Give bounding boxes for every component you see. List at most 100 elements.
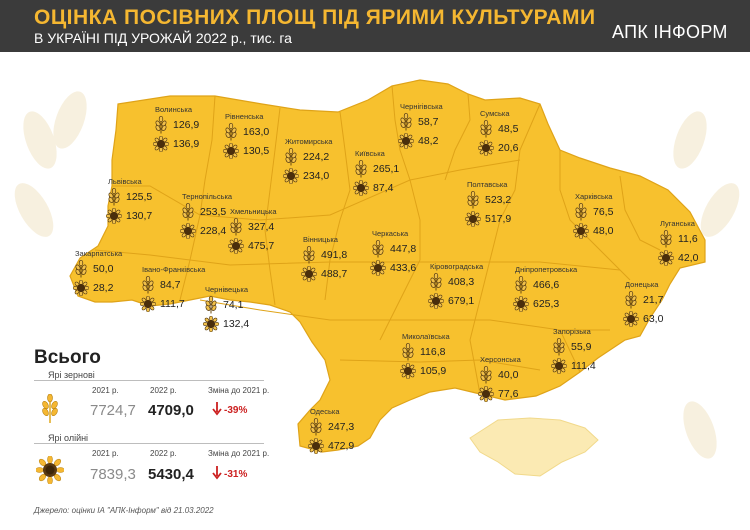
grain-value: 523,2 xyxy=(485,194,512,206)
grain-value: 224,2 xyxy=(303,151,330,163)
region-name: Закарпатська xyxy=(75,249,123,258)
sunflower-icon xyxy=(399,362,417,384)
grain-value: 163,0 xyxy=(243,126,270,138)
oil-value: 234,0 xyxy=(303,170,330,182)
grain-value: 74,1 xyxy=(223,299,244,311)
sunflower-icon xyxy=(179,222,197,244)
oil-value: 433,6 xyxy=(390,262,417,274)
sunflower-icon xyxy=(105,207,123,229)
sunflower-icon xyxy=(307,437,325,459)
wheat-icon xyxy=(303,245,315,269)
oil-value: 48,2 xyxy=(418,135,439,147)
grain-value: 491,8 xyxy=(321,249,348,261)
grain-value: 466,6 xyxy=(533,279,560,291)
region-name: Херсонська xyxy=(480,355,521,364)
wheat-icon xyxy=(372,239,384,263)
wheat-icon xyxy=(402,342,414,366)
grain-2022-value: 4709,0 xyxy=(148,402,194,419)
region-name: Донецька xyxy=(625,280,659,289)
grain-value: 126,9 xyxy=(173,119,200,131)
wheat-icon xyxy=(480,119,492,143)
oil-value: 625,3 xyxy=(533,298,560,310)
oil-value: 679,1 xyxy=(448,295,475,307)
grain-2021-value: 7724,7 xyxy=(90,402,136,419)
wheat-icon xyxy=(230,217,242,241)
wheat-icon xyxy=(467,190,479,214)
wheat-icon xyxy=(285,147,297,171)
oil-value: 87,4 xyxy=(373,182,394,194)
oil-value: 228,4 xyxy=(200,225,227,237)
oil-value: 130,7 xyxy=(126,210,153,222)
oil-2022-value: 5430,4 xyxy=(148,466,194,483)
sunflower-icon xyxy=(227,237,245,259)
arrow-down-icon xyxy=(212,466,222,480)
region-name: Полтавська xyxy=(467,180,508,189)
grain-2021-header: 2021 р. xyxy=(92,386,119,395)
region-name: Чернігівська xyxy=(400,102,443,111)
region-name: Черкаська xyxy=(372,229,409,238)
oil-value: 475,7 xyxy=(248,240,275,252)
wheat-icon xyxy=(310,417,322,441)
wheat-icon xyxy=(108,187,120,211)
oil-value: 111,4 xyxy=(571,360,596,372)
grain-value: 50,0 xyxy=(93,263,114,275)
wheat-icon xyxy=(400,112,412,136)
wheat-icon xyxy=(575,202,587,226)
sunflower-icon xyxy=(352,179,370,201)
arrow-down-icon xyxy=(212,402,222,416)
grain-value: 76,5 xyxy=(593,206,614,218)
oil-change-header: Зміна до 2021 р. xyxy=(208,449,270,458)
wheat-icon xyxy=(430,272,442,296)
region-name: Київська xyxy=(355,149,385,158)
oil-divider xyxy=(34,443,264,444)
grain-value: 21,7 xyxy=(643,294,664,306)
grain-value: 447,8 xyxy=(390,243,417,255)
oil-value: 20,6 xyxy=(498,142,519,154)
grain-value: 116,8 xyxy=(420,346,446,358)
region-name: Івано-Франківська xyxy=(142,265,206,274)
grain-value: 247,3 xyxy=(328,421,355,433)
sunflower-icon xyxy=(427,292,445,314)
region-name: Хмельницька xyxy=(230,207,277,216)
oil-value: 63,0 xyxy=(643,313,664,325)
sunflower-icon xyxy=(202,315,220,337)
oil-value: 48,0 xyxy=(593,225,614,237)
wheat-icon xyxy=(515,275,527,299)
region-name: Одеська xyxy=(310,407,340,416)
oil-value: 517,9 xyxy=(485,213,512,225)
grain-value: 11,6 xyxy=(678,233,698,245)
region-name: Кіровоградська xyxy=(430,262,484,271)
wheat-icon xyxy=(142,275,154,299)
page-subtitle: В УКРАЇНІ ПІД УРОЖАЙ 2022 р., тис. га xyxy=(34,30,292,46)
region-name: Рівненська xyxy=(225,112,264,121)
oil-value: 77,6 xyxy=(498,388,519,400)
wheat-icon xyxy=(355,159,367,183)
header-bar xyxy=(0,0,750,52)
sunflower-icon xyxy=(477,139,495,161)
sunflower-icon xyxy=(72,279,90,301)
oil-value: 105,9 xyxy=(420,365,447,377)
sunflower-icon xyxy=(282,167,300,189)
wheat-icon xyxy=(553,337,565,361)
oil-value: 42,0 xyxy=(678,252,699,264)
grain-divider xyxy=(34,380,264,381)
region-name: Сумська xyxy=(480,109,510,118)
crimea-shape xyxy=(469,417,599,477)
region-name: Луганська xyxy=(660,219,695,228)
grain-value: 125,5 xyxy=(126,191,153,203)
oil-value: 472,9 xyxy=(328,440,355,452)
region-name: Волинська xyxy=(155,105,192,114)
grain-2022-header: 2022 р. xyxy=(150,386,177,395)
sunflower-icon xyxy=(152,135,170,157)
sunflower-icon xyxy=(572,222,590,244)
oil-change-value: -31% xyxy=(224,469,248,480)
oil-2022-header: 2022 р. xyxy=(150,449,177,458)
sunflower-icon xyxy=(139,295,157,317)
oil-value: 111,7 xyxy=(160,298,185,310)
sunflower-icon xyxy=(657,249,675,271)
oil-value: 132,4 xyxy=(223,318,250,330)
grain-value: 265,1 xyxy=(373,163,400,175)
background-watermark xyxy=(14,91,740,459)
region-name: Запорізька xyxy=(553,327,591,336)
